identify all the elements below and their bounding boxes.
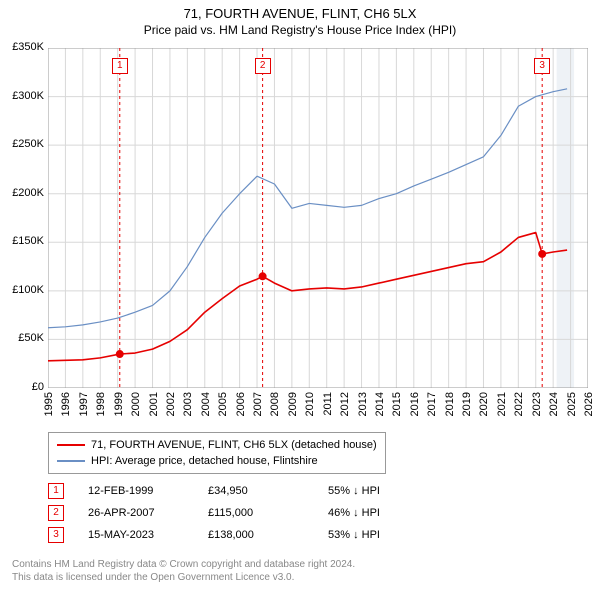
x-tick-label: 2016 — [409, 392, 421, 416]
legend-swatch-hpi — [57, 460, 85, 462]
x-tick-label: 1998 — [95, 392, 107, 416]
legend-label-hpi: HPI: Average price, detached house, Flin… — [91, 455, 318, 467]
sale-marker-box: 3 — [534, 58, 550, 74]
x-tick-label: 2010 — [304, 392, 316, 416]
legend-row-hpi: HPI: Average price, detached house, Flin… — [57, 453, 377, 469]
x-tick-label: 2005 — [217, 392, 229, 416]
legend-row-property: 71, FOURTH AVENUE, FLINT, CH6 5LX (detac… — [57, 437, 377, 453]
x-tick-label: 2012 — [339, 392, 351, 416]
x-tick-label: 2022 — [513, 392, 525, 416]
y-tick-label: £350K — [0, 41, 44, 53]
x-tick-label: 2001 — [148, 392, 160, 416]
event-index-box: 3 — [48, 527, 64, 543]
x-tick-label: 2015 — [391, 392, 403, 416]
x-tick-label: 2009 — [287, 392, 299, 416]
y-tick-label: £100K — [0, 284, 44, 296]
legend-label-property: 71, FOURTH AVENUE, FLINT, CH6 5LX (detac… — [91, 439, 377, 451]
x-tick-label: 2008 — [269, 392, 281, 416]
x-tick-label: 1995 — [43, 392, 55, 416]
event-index-box: 2 — [48, 505, 64, 521]
chart-area — [48, 48, 588, 388]
x-tick-label: 2003 — [182, 392, 194, 416]
sale-marker-box: 2 — [255, 58, 271, 74]
x-tick-label: 2021 — [496, 392, 508, 416]
x-tick-label: 2007 — [252, 392, 264, 416]
x-tick-label: 2026 — [583, 392, 595, 416]
title-block: 71, FOURTH AVENUE, FLINT, CH6 5LX Price … — [0, 0, 600, 37]
x-tick-label: 2004 — [200, 392, 212, 416]
x-tick-label: 2020 — [478, 392, 490, 416]
y-tick-label: £300K — [0, 90, 44, 102]
event-date: 15-MAY-2023 — [88, 529, 208, 541]
y-tick-label: £150K — [0, 235, 44, 247]
event-date: 12-FEB-1999 — [88, 485, 208, 497]
footer-line2: This data is licensed under the Open Gov… — [12, 571, 355, 584]
x-tick-label: 2002 — [165, 392, 177, 416]
x-tick-label: 2018 — [444, 392, 456, 416]
sale-events-table: 1 12-FEB-1999£34,95055% ↓ HPI 2 26-APR-2007… — [48, 480, 448, 546]
x-tick-label: 1999 — [113, 392, 125, 416]
x-tick-label: 2023 — [531, 392, 543, 416]
y-tick-label: £0 — [0, 381, 44, 393]
x-tick-label: 1997 — [78, 392, 90, 416]
footer-line1: Contains HM Land Registry data © Crown c… — [12, 558, 355, 571]
event-index-box: 1 — [48, 483, 64, 499]
x-tick-label: 1996 — [60, 392, 72, 416]
x-tick-label: 2019 — [461, 392, 473, 416]
event-hpi-delta: 46% ↓ HPI — [328, 507, 448, 519]
x-tick-label: 2024 — [548, 392, 560, 416]
sale-event-row: 3 15-MAY-2023£138,00053% ↓ HPI — [48, 524, 448, 546]
event-price: £138,000 — [208, 529, 328, 541]
chart-subtitle: Price paid vs. HM Land Registry's House … — [0, 23, 600, 37]
y-tick-label: £50K — [0, 332, 44, 344]
y-tick-label: £200K — [0, 187, 44, 199]
event-hpi-delta: 53% ↓ HPI — [328, 529, 448, 541]
event-price: £115,000 — [208, 507, 328, 519]
footer-attribution: Contains HM Land Registry data © Crown c… — [12, 558, 355, 584]
event-date: 26-APR-2007 — [88, 507, 208, 519]
x-tick-label: 2025 — [566, 392, 578, 416]
x-tick-label: 2006 — [235, 392, 247, 416]
x-tick-label: 2013 — [357, 392, 369, 416]
sale-event-row: 1 12-FEB-1999£34,95055% ↓ HPI — [48, 480, 448, 502]
event-hpi-delta: 55% ↓ HPI — [328, 485, 448, 497]
x-tick-label: 2017 — [426, 392, 438, 416]
x-tick-label: 2000 — [130, 392, 142, 416]
x-tick-label: 2011 — [322, 392, 334, 416]
chart-container: 71, FOURTH AVENUE, FLINT, CH6 5LX Price … — [0, 0, 600, 590]
x-tick-label: 2014 — [374, 392, 386, 416]
sale-event-row: 2 26-APR-2007£115,00046% ↓ HPI — [48, 502, 448, 524]
chart-legend: 71, FOURTH AVENUE, FLINT, CH6 5LX (detac… — [48, 432, 386, 474]
legend-swatch-property — [57, 444, 85, 446]
chart-title: 71, FOURTH AVENUE, FLINT, CH6 5LX — [0, 6, 600, 21]
sale-marker-box: 1 — [112, 58, 128, 74]
event-price: £34,950 — [208, 485, 328, 497]
y-tick-label: £250K — [0, 138, 44, 150]
chart-svg — [48, 48, 588, 388]
